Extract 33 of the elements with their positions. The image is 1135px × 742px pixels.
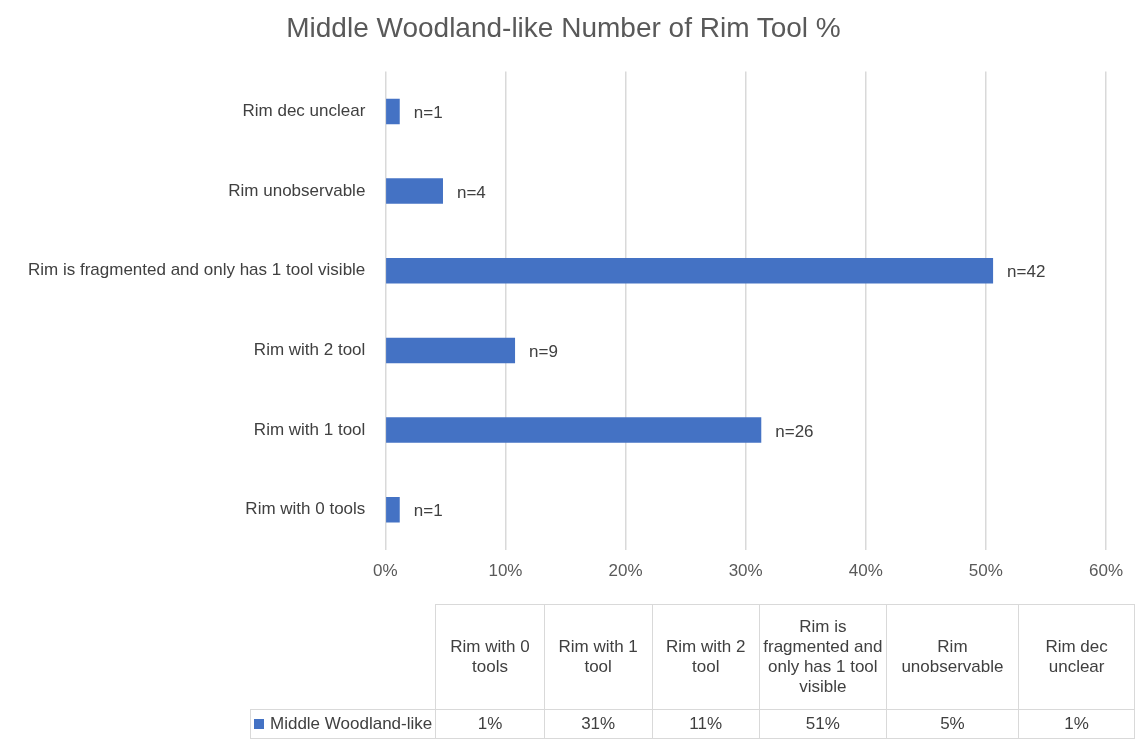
category-label: Rim with 2 tool (652, 604, 760, 710)
data-label: 31% (544, 709, 653, 739)
y-tick-label: Rim with 2 tool (253, 340, 366, 360)
y-tick-label: Rim is fragmented and only has 1 tool visible (27, 260, 366, 280)
annotation: n=26 (775, 421, 814, 441)
x-tick-label: 20% (608, 561, 643, 581)
data-label: 5% (886, 709, 1019, 739)
y-tick-label: Rim dec unclear (242, 101, 366, 121)
x-tick-label: 60% (1088, 561, 1123, 581)
data-label: 11% (652, 709, 760, 739)
category-label: Rim dec unclear (1018, 604, 1135, 710)
annotation: n=1 (413, 501, 443, 521)
annotation: n=9 (529, 342, 558, 362)
data-label: 1% (1018, 709, 1135, 739)
y-tick-label: Rim with 1 tool (253, 419, 366, 439)
category-label: Rim unobservable (886, 604, 1019, 710)
data-label: 1% (435, 709, 545, 739)
annotation: n=42 (1007, 262, 1046, 282)
chart-title: Middle Woodland-like Number of Rim Tool % (286, 11, 841, 43)
annotation: n=4 (456, 182, 486, 202)
x-tick-label: 0% (373, 561, 398, 581)
category-label: Rim with 0 tools (435, 604, 545, 710)
x-tick-label: 50% (968, 561, 1003, 581)
y-tick-label: Rim with 0 tools (245, 499, 366, 519)
x-tick-label: 40% (848, 561, 883, 581)
x-tick-label: 10% (488, 561, 523, 581)
category-label: Rim with 1 tool (544, 604, 653, 710)
category-label: Rim is fragmented and only has 1 tool visible (759, 604, 887, 710)
y-tick-label: Rim unobservable (228, 180, 366, 200)
legend-label: Middle Woodland-like (250, 709, 436, 739)
x-tick-label: 30% (728, 561, 763, 581)
data-label: 51% (759, 709, 887, 739)
annotation: n=1 (413, 103, 443, 123)
